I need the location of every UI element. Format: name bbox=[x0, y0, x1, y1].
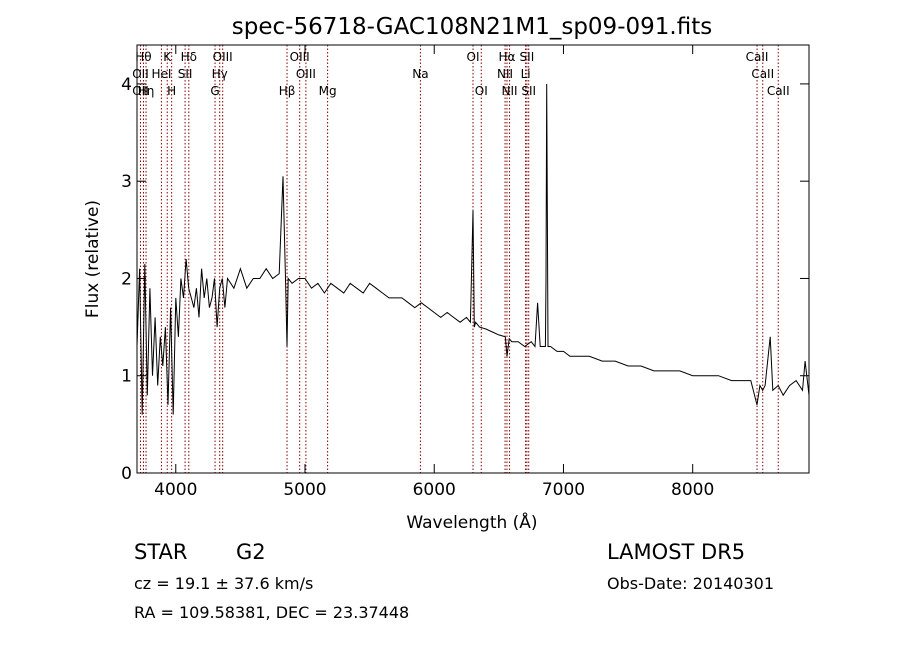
y-axis-label: Flux (relative) bbox=[83, 200, 103, 318]
x-tick-label-1: 5000 bbox=[283, 480, 326, 500]
line-label-2: OII bbox=[132, 84, 149, 98]
line-label-23: Li bbox=[521, 67, 531, 81]
line-label-0: Hθ bbox=[135, 50, 151, 64]
cz-plusminus: ± bbox=[215, 574, 229, 593]
line-label-4: K bbox=[163, 50, 172, 64]
line-label-22: SII bbox=[520, 50, 535, 64]
y-tick-label-1: 1 bbox=[121, 367, 132, 387]
y-tick-label-2: 2 bbox=[121, 269, 132, 289]
cz-label: cz = bbox=[134, 574, 175, 593]
line-label-10: Hγ bbox=[212, 67, 228, 81]
line-label-19: Hα bbox=[499, 50, 516, 64]
y-axis-ticks: 0 1 2 3 4 bbox=[121, 75, 809, 484]
line-label-12: OIII bbox=[290, 50, 310, 64]
line-label-20: NII bbox=[497, 67, 513, 81]
line-label-25: CaII bbox=[746, 50, 769, 64]
redshift-velocity: cz = 19.1 ± 37.6 km/s bbox=[134, 574, 313, 593]
line-label-8: SII bbox=[178, 67, 193, 81]
line-label-18: OI bbox=[475, 84, 488, 98]
line-label-6: H bbox=[167, 84, 176, 98]
x-tick-label-2: 6000 bbox=[413, 480, 456, 500]
line-label-24: SII bbox=[521, 84, 536, 98]
x-axis-label: Wavelength (Å) bbox=[406, 511, 537, 533]
chart-title: spec-56718-GAC108N21M1_sp09-091.fits bbox=[232, 14, 712, 40]
line-label-5: HeI bbox=[151, 67, 171, 81]
spectrum-line bbox=[136, 83, 810, 415]
x-axis-ticks: 4000 5000 6000 7000 8000 bbox=[154, 45, 714, 500]
spectral-line-markers bbox=[139, 45, 779, 473]
x-tick-label-3: 7000 bbox=[542, 480, 585, 500]
line-label-3: Hη bbox=[138, 84, 155, 98]
line-label-17: OI bbox=[467, 50, 480, 64]
line-label-21: NII bbox=[502, 84, 518, 98]
line-label-9: OIII bbox=[213, 50, 233, 64]
line-label-7: Hδ bbox=[181, 50, 197, 64]
cz-error: 37.6 km/s bbox=[234, 574, 314, 593]
observation-date: Obs-Date: 20140301 bbox=[607, 574, 775, 593]
line-label-1: OII bbox=[132, 67, 149, 81]
y-tick-label-4: 4 bbox=[121, 75, 132, 95]
y-tick-label-3: 3 bbox=[121, 172, 132, 192]
x-tick-label-0: 4000 bbox=[154, 480, 197, 500]
line-label-27: CaII bbox=[767, 84, 790, 98]
line-label-13: OIII bbox=[296, 67, 316, 81]
cz-value: 19.1 bbox=[174, 574, 211, 593]
y-tick-label-0: 0 bbox=[121, 464, 132, 484]
object-subclass: G2 bbox=[236, 540, 266, 564]
line-label-11: G bbox=[210, 84, 219, 98]
line-label-14: Hβ bbox=[279, 84, 296, 98]
x-tick-label-4: 8000 bbox=[671, 480, 714, 500]
plot-frame bbox=[136, 44, 810, 474]
line-label-16: Na bbox=[412, 67, 428, 81]
coordinates: RA = 109.58381, DEC = 23.37448 bbox=[134, 603, 410, 622]
line-label-15: Mg bbox=[319, 84, 337, 98]
line-label-26: CaII bbox=[751, 67, 774, 81]
survey-name: LAMOST DR5 bbox=[607, 540, 746, 564]
object-class: STAR bbox=[134, 540, 188, 564]
